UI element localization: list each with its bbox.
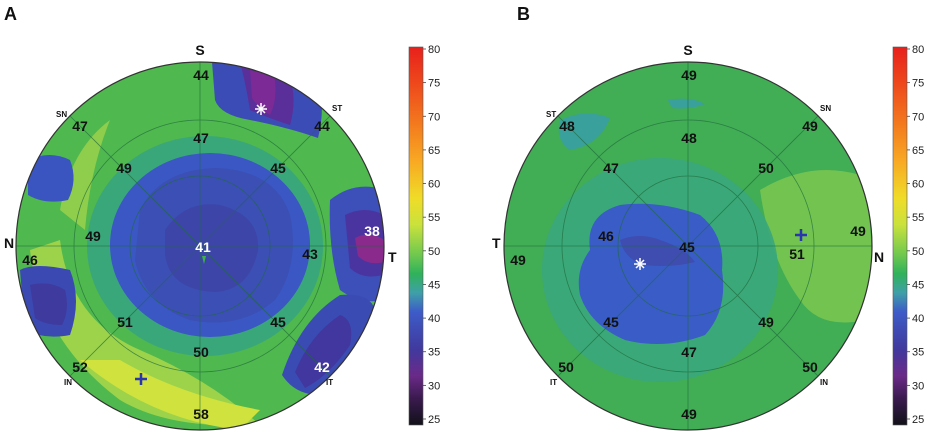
panel-b-value-sn-outer: 49 — [802, 118, 818, 134]
panel-b-value-s-outer: 49 — [681, 67, 697, 83]
panel-a-sector-lr: IT — [326, 378, 333, 387]
panel-a-dir-left: N — [4, 235, 14, 251]
panel-b-fovea-asterisk-icon — [634, 258, 646, 270]
panel-a-value-i-inner: 50 — [193, 344, 209, 360]
scale-label-b-3: 65 — [912, 145, 924, 157]
panel-b-value-in-outer: 50 — [802, 359, 818, 375]
scale-label-a-5: 55 — [428, 212, 440, 224]
scale-label-b-1: 75 — [912, 78, 924, 90]
scale-label-a-1: 75 — [428, 78, 440, 90]
panel-b-value-in-inner: 49 — [758, 314, 774, 330]
panel-a-value-t-outer: 38 — [364, 223, 380, 239]
panel-b-value-sn-inner: 50 — [758, 160, 774, 176]
scale-label-a-4: 60 — [428, 179, 440, 191]
scale-label-a-6: 50 — [428, 246, 440, 258]
panel-a-sector-ll: IN — [64, 378, 72, 387]
panel-a-color-scale: 80 75 70 65 60 55 50 45 40 35 30 25 — [408, 44, 440, 426]
scale-label-a-2: 70 — [428, 111, 440, 123]
panel-a-value-in-inner: 51 — [117, 314, 133, 330]
scale-label-a-7: 45 — [428, 279, 440, 291]
panel-a-sector-ur: ST — [332, 104, 342, 113]
panel-a-label: A — [4, 4, 17, 24]
scale-label-a-0: 80 — [428, 44, 440, 56]
panel-a-fixation-cross-icon — [135, 373, 147, 385]
panel-b-value-t-inner: 46 — [598, 228, 614, 244]
panel-a-sector-ul: SN — [56, 110, 67, 119]
panel-b-value-i-inner: 47 — [681, 344, 697, 360]
scale-label-b-8: 40 — [912, 313, 924, 325]
panel-a-value-n-inner: 49 — [85, 228, 101, 244]
panel-a-value-it-outer: 42 — [314, 359, 330, 375]
panel-a-outline — [15, 61, 385, 431]
scale-label-b-7: 45 — [912, 279, 924, 291]
panel-a-value-sn-outer: 47 — [72, 118, 88, 134]
panel-b-value-it-inner: 45 — [603, 314, 619, 330]
panel-a-value-in-outer: 52 — [72, 359, 88, 375]
panel-b-dir-top: S — [683, 42, 692, 58]
panel-b-label: B — [517, 4, 530, 24]
scale-label-b-6: 50 — [912, 246, 924, 258]
panel-b-dir-right: N — [874, 249, 884, 265]
panel-b-sector-ur: SN — [820, 104, 831, 113]
panel-b-value-center: 45 — [679, 239, 695, 255]
scale-label-b-9: 35 — [912, 347, 924, 359]
panel-b-value-t-outer: 49 — [510, 252, 526, 268]
panel-b-outline — [503, 61, 873, 431]
scale-label-b-5: 55 — [912, 212, 924, 224]
panel-a-value-center: 41 — [195, 239, 211, 255]
scale-label-a-3: 65 — [428, 145, 440, 157]
panel-a-value-it-inner: 45 — [270, 314, 286, 330]
scale-label-a-8: 40 — [428, 313, 440, 325]
scale-label-a-9: 35 — [428, 347, 440, 359]
panel-b-sector-ll: IT — [550, 378, 557, 387]
panel-a-value-s-inner: 47 — [193, 130, 209, 146]
scale-label-b-0: 80 — [912, 44, 924, 56]
panel-a-dir-top: S — [195, 42, 204, 58]
panel-a-value-sn-inner: 49 — [116, 160, 132, 176]
panel-b-value-st-outer: 48 — [559, 118, 575, 134]
panel-a-value-st-inner: 45 — [270, 160, 286, 176]
scale-label-b-2: 70 — [912, 111, 924, 123]
panel-b-value-s-inner: 48 — [681, 130, 697, 146]
scale-label-b-4: 60 — [912, 179, 924, 191]
panel-b-color-scale: 80 75 70 65 60 55 50 45 40 35 30 25 — [892, 44, 924, 426]
panel-b-value-it-outer: 50 — [558, 359, 574, 375]
scale-label-b-10: 30 — [912, 380, 924, 392]
panel-b-sector-ul: ST — [546, 110, 556, 119]
panel-b-value-n-outer: 49 — [850, 223, 866, 239]
panel-b-value-st-inner: 47 — [603, 160, 619, 176]
scale-label-b-11: 25 — [912, 414, 924, 426]
panel-a-value-s-outer: 44 — [193, 67, 209, 83]
scale-label-a-10: 30 — [428, 380, 440, 392]
panel-a-center-mark — [202, 256, 206, 264]
panel-b-fixation-cross-icon — [795, 229, 807, 241]
panel-b-sector-lr: IN — [820, 378, 828, 387]
panel-b-value-n-inner: 51 — [789, 246, 805, 262]
panel-b-thickness-map — [504, 62, 872, 430]
panel-b-dir-left: T — [492, 235, 501, 251]
panel-a-value-i-outer: 58 — [193, 406, 209, 422]
panel-a-value-n-outer: 46 — [22, 252, 38, 268]
panel-a-value-t-inner: 43 — [302, 246, 318, 262]
panel-a-value-st-outer: 44 — [314, 118, 330, 134]
panel-a-dir-right: T — [388, 249, 397, 265]
panel-a-fovea-asterisk-icon — [255, 103, 267, 115]
scale-label-a-11: 25 — [428, 414, 440, 426]
panel-b-value-i-outer: 49 — [681, 406, 697, 422]
